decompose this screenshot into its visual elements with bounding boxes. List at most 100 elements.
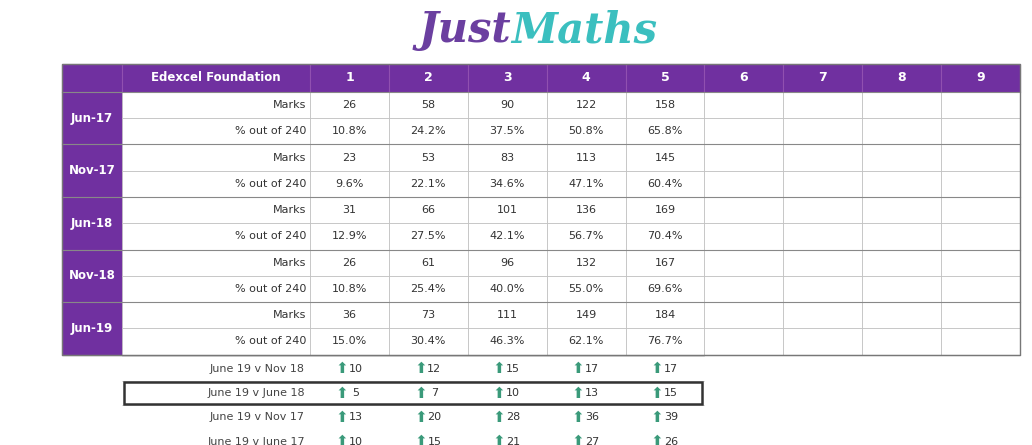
- Text: 73: 73: [421, 310, 436, 320]
- Text: 42.1%: 42.1%: [489, 231, 525, 242]
- Bar: [705, 328, 783, 355]
- Bar: [467, 302, 547, 328]
- Bar: [625, 276, 705, 302]
- Text: 40.0%: 40.0%: [489, 284, 525, 294]
- Bar: [547, 223, 625, 250]
- Text: 6: 6: [740, 71, 748, 85]
- Text: 132: 132: [576, 258, 596, 268]
- Text: 25.4%: 25.4%: [411, 284, 446, 294]
- Text: 12: 12: [427, 364, 442, 374]
- Bar: [547, 302, 625, 328]
- Text: 5: 5: [352, 388, 359, 398]
- Bar: [705, 92, 783, 118]
- Text: 50.8%: 50.8%: [569, 126, 604, 136]
- Bar: [862, 92, 941, 118]
- Bar: [625, 92, 705, 118]
- Text: 122: 122: [576, 100, 596, 110]
- Bar: [122, 92, 310, 118]
- Text: 53: 53: [421, 153, 436, 162]
- Bar: [467, 171, 547, 197]
- Bar: [705, 171, 783, 197]
- Bar: [941, 171, 1020, 197]
- Bar: [389, 118, 467, 145]
- Bar: [389, 276, 467, 302]
- Bar: [862, 197, 941, 223]
- Text: 167: 167: [654, 258, 676, 268]
- Text: 10: 10: [507, 388, 520, 398]
- Text: ⬆: ⬆: [414, 361, 426, 376]
- Text: ⬆: ⬆: [335, 361, 348, 376]
- Text: 9.6%: 9.6%: [335, 179, 363, 189]
- Text: 2: 2: [424, 71, 432, 85]
- Bar: [62, 92, 122, 145]
- Text: ⬆: ⬆: [493, 410, 506, 425]
- Text: 90: 90: [501, 100, 514, 110]
- Text: June 19 v June 18: June 19 v June 18: [207, 388, 305, 398]
- Bar: [862, 118, 941, 145]
- Text: 158: 158: [654, 100, 676, 110]
- Bar: [467, 223, 547, 250]
- Bar: [62, 197, 122, 250]
- Bar: [783, 223, 862, 250]
- Text: ⬆: ⬆: [414, 410, 426, 425]
- Text: 30.4%: 30.4%: [411, 336, 446, 347]
- Bar: [62, 64, 1020, 355]
- Text: ⬆: ⬆: [572, 434, 584, 445]
- Bar: [310, 64, 389, 92]
- Text: 83: 83: [501, 153, 514, 162]
- Bar: [862, 302, 941, 328]
- Bar: [62, 64, 122, 92]
- Text: 36: 36: [343, 310, 356, 320]
- Bar: [467, 118, 547, 145]
- Text: % out of 240: % out of 240: [234, 336, 307, 347]
- Text: 28: 28: [506, 413, 520, 422]
- Bar: [467, 197, 547, 223]
- Text: 10.8%: 10.8%: [331, 126, 367, 136]
- Bar: [625, 302, 705, 328]
- Text: % out of 240: % out of 240: [234, 179, 307, 189]
- Text: 26: 26: [664, 437, 678, 445]
- Text: 22.1%: 22.1%: [411, 179, 446, 189]
- Bar: [122, 250, 310, 276]
- Bar: [547, 118, 625, 145]
- Bar: [941, 118, 1020, 145]
- Bar: [310, 171, 389, 197]
- Bar: [941, 250, 1020, 276]
- Bar: [862, 223, 941, 250]
- Text: 23: 23: [343, 153, 356, 162]
- Text: Nov-18: Nov-18: [68, 269, 116, 282]
- Text: 37.5%: 37.5%: [489, 126, 525, 136]
- Bar: [310, 145, 389, 171]
- Text: 36: 36: [585, 413, 600, 422]
- Bar: [547, 145, 625, 171]
- Text: 13: 13: [349, 413, 362, 422]
- Bar: [467, 92, 547, 118]
- Text: 27.5%: 27.5%: [411, 231, 446, 242]
- Bar: [783, 276, 862, 302]
- Text: ⬆: ⬆: [650, 410, 664, 425]
- Bar: [310, 302, 389, 328]
- Bar: [705, 64, 783, 92]
- Text: 70.4%: 70.4%: [647, 231, 683, 242]
- Bar: [705, 276, 783, 302]
- Text: % out of 240: % out of 240: [234, 231, 307, 242]
- Bar: [62, 250, 122, 302]
- Text: 9: 9: [976, 71, 985, 85]
- Bar: [467, 328, 547, 355]
- Text: 184: 184: [654, 310, 676, 320]
- Text: 13: 13: [585, 388, 600, 398]
- Bar: [310, 328, 389, 355]
- Bar: [783, 145, 862, 171]
- Text: Edexcel Foundation: Edexcel Foundation: [151, 71, 281, 85]
- Bar: [783, 92, 862, 118]
- Text: 101: 101: [496, 205, 518, 215]
- Bar: [941, 197, 1020, 223]
- Bar: [941, 64, 1020, 92]
- Text: 7: 7: [430, 388, 438, 398]
- Text: Just: Just: [418, 9, 511, 51]
- Bar: [941, 276, 1020, 302]
- Text: % out of 240: % out of 240: [234, 126, 307, 136]
- Text: 12.9%: 12.9%: [331, 231, 367, 242]
- Bar: [467, 250, 547, 276]
- Bar: [862, 276, 941, 302]
